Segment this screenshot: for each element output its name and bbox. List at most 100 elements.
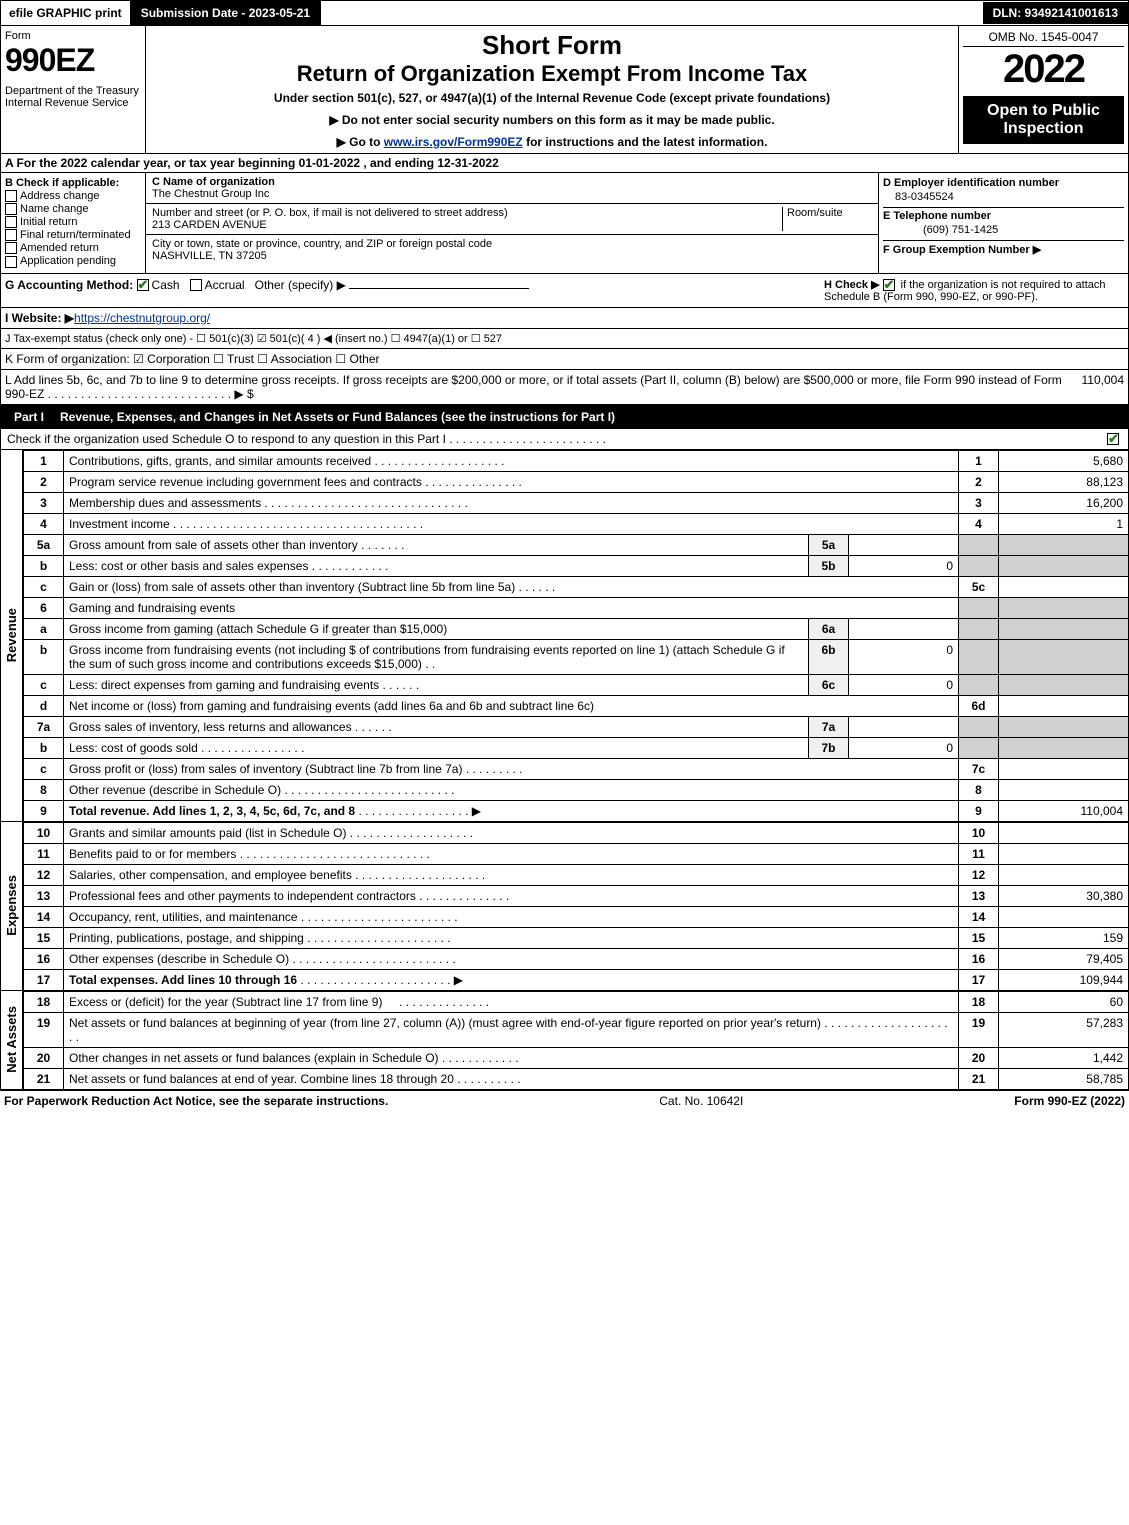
efile-label: efile GRAPHIC print: [1, 2, 130, 24]
footer-cat-no: Cat. No. 10642I: [388, 1094, 1014, 1108]
part-i-title: Revenue, Expenses, and Changes in Net As…: [60, 410, 615, 424]
expenses-table: 10Grants and similar amounts paid (list …: [23, 822, 1129, 991]
room-label: Room/suite: [787, 207, 843, 219]
form-header: Form 990EZ Department of the Treasury In…: [0, 26, 1129, 154]
street-label: Number and street (or P. O. box, if mail…: [152, 207, 508, 219]
top-bar: efile GRAPHIC print Submission Date - 20…: [0, 0, 1129, 26]
line-21: 21Net assets or fund balances at end of …: [24, 1068, 1129, 1089]
tax-year: 2022: [963, 47, 1124, 92]
footer-form-ref: Form 990-EZ (2022): [1014, 1094, 1125, 1108]
org-name-label: C Name of organization: [152, 176, 275, 188]
row-k: K Form of organization: ☑ Corporation ☐ …: [0, 349, 1129, 370]
part-i-label: Part I: [6, 408, 52, 426]
net-assets-vlabel: Net Assets: [2, 1002, 21, 1077]
instr-2: ▶ Go to www.irs.gov/Form990EZ for instru…: [150, 135, 954, 149]
expenses-vlabel: Expenses: [2, 871, 21, 940]
short-form-title: Short Form: [150, 30, 954, 61]
header-right: OMB No. 1545-0047 2022 Open to Public In…: [958, 26, 1128, 153]
submission-date-button[interactable]: Submission Date - 2023-05-21: [130, 1, 321, 25]
chk-amended-return[interactable]: Amended return: [5, 242, 141, 254]
line-15: 15Printing, publications, postage, and s…: [24, 927, 1129, 948]
city-label: City or town, state or province, country…: [152, 238, 492, 250]
line-17: 17Total expenses. Add lines 10 through 1…: [24, 969, 1129, 990]
form-number: 990EZ: [5, 42, 141, 79]
line-7a: 7aGross sales of inventory, less returns…: [24, 716, 1129, 737]
row-l-value: 110,004: [1082, 373, 1125, 401]
main-title: Return of Organization Exempt From Incom…: [150, 61, 954, 87]
line-19: 19Net assets or fund balances at beginni…: [24, 1012, 1129, 1047]
revenue-vlabel: Revenue: [2, 604, 21, 666]
row-l-text: L Add lines 5b, 6c, and 7b to line 9 to …: [5, 373, 1082, 401]
line-6c: cLess: direct expenses from gaming and f…: [24, 674, 1129, 695]
chk-final-return[interactable]: Final return/terminated: [5, 229, 141, 241]
line-6: 6Gaming and fundraising events: [24, 597, 1129, 618]
tax-exempt-status: J Tax-exempt status (check only one) - ☐…: [5, 332, 502, 345]
line-1: 1Contributions, gifts, grants, and simil…: [24, 450, 1129, 471]
chk-initial-return[interactable]: Initial return: [5, 216, 141, 228]
website-label: I Website: ▶: [5, 311, 74, 325]
tel-value: (609) 751-1425: [883, 222, 1124, 240]
dln-label: DLN: 93492141001613: [983, 2, 1128, 24]
g-label: G Accounting Method:: [5, 278, 133, 292]
city-value: NASHVILLE, TN 37205: [152, 250, 267, 262]
instr-2-pre: ▶ Go to: [337, 135, 384, 149]
instr-1: ▶ Do not enter social security numbers o…: [150, 113, 954, 127]
chk-accrual[interactable]: [190, 279, 202, 291]
part-i-sub: Check if the organization used Schedule …: [0, 429, 1129, 450]
line-11: 11Benefits paid to or for members . . . …: [24, 843, 1129, 864]
dept-label: Department of the Treasury Internal Reve…: [5, 85, 141, 109]
h-label: H Check ▶: [824, 279, 880, 291]
line-5b: bLess: cost or other basis and sales exp…: [24, 555, 1129, 576]
row-l: L Add lines 5b, 6c, and 7b to line 9 to …: [0, 370, 1129, 405]
line-8: 8Other revenue (describe in Schedule O) …: [24, 779, 1129, 800]
subtitle: Under section 501(c), 527, or 4947(a)(1)…: [150, 91, 954, 105]
col-b-checkboxes: B Check if applicable: Address change Na…: [1, 173, 146, 273]
line-6d: dNet income or (loss) from gaming and fu…: [24, 695, 1129, 716]
tel-label: E Telephone number: [883, 207, 1124, 222]
line-6b: bGross income from fundraising events (n…: [24, 639, 1129, 674]
section-a: A For the 2022 calendar year, or tax yea…: [0, 154, 1129, 173]
line-6a: aGross income from gaming (attach Schedu…: [24, 618, 1129, 639]
net-assets-table: 18Excess or (deficit) for the year (Subt…: [23, 991, 1129, 1090]
ein-value: 83-0345524: [883, 189, 1124, 207]
chk-cash[interactable]: [137, 279, 149, 291]
omb-number: OMB No. 1545-0047: [963, 30, 1124, 47]
line-13: 13Professional fees and other payments t…: [24, 885, 1129, 906]
line-7b: bLess: cost of goods sold . . . . . . . …: [24, 737, 1129, 758]
line-4: 4Investment income . . . . . . . . . . .…: [24, 513, 1129, 534]
col-b-head: B Check if applicable:: [5, 177, 141, 189]
row-j: J Tax-exempt status (check only one) - ☐…: [0, 329, 1129, 349]
irs-link[interactable]: www.irs.gov/Form990EZ: [384, 135, 523, 149]
group-exemption-label: F Group Exemption Number ▶: [883, 240, 1124, 256]
org-name: The Chestnut Group Inc: [152, 188, 269, 200]
line-7c: cGross profit or (loss) from sales of in…: [24, 758, 1129, 779]
line-10: 10Grants and similar amounts paid (list …: [24, 822, 1129, 843]
header-left: Form 990EZ Department of the Treasury In…: [1, 26, 146, 153]
row-i: I Website: ▶ https://chestnutgroup.org/: [0, 308, 1129, 329]
website-link[interactable]: https://chestnutgroup.org/: [74, 311, 210, 325]
form-label: Form: [5, 30, 141, 42]
net-assets-section: Net Assets 18Excess or (deficit) for the…: [0, 991, 1129, 1090]
chk-name-change[interactable]: Name change: [5, 203, 141, 215]
line-9: 9Total revenue. Add lines 1, 2, 3, 4, 5c…: [24, 800, 1129, 821]
line-20: 20Other changes in net assets or fund ba…: [24, 1047, 1129, 1068]
col-d-ids: D Employer identification number 83-0345…: [878, 173, 1128, 273]
line-12: 12Salaries, other compensation, and empl…: [24, 864, 1129, 885]
line-16: 16Other expenses (describe in Schedule O…: [24, 948, 1129, 969]
line-2: 2Program service revenue including gover…: [24, 471, 1129, 492]
ein-label: D Employer identification number: [883, 177, 1124, 189]
row-g-h: G Accounting Method: Cash Accrual Other …: [0, 274, 1129, 308]
chk-h[interactable]: [883, 279, 895, 291]
info-row: B Check if applicable: Address change Na…: [0, 173, 1129, 274]
instr-2-post: for instructions and the latest informat…: [523, 135, 768, 149]
line-5a: 5aGross amount from sale of assets other…: [24, 534, 1129, 555]
line-14: 14Occupancy, rent, utilities, and mainte…: [24, 906, 1129, 927]
part-i-header: Part I Revenue, Expenses, and Changes in…: [0, 405, 1129, 429]
line-5c: cGain or (loss) from sale of assets othe…: [24, 576, 1129, 597]
chk-address-change[interactable]: Address change: [5, 190, 141, 202]
footer-left: For Paperwork Reduction Act Notice, see …: [4, 1094, 388, 1108]
chk-schedule-o[interactable]: [1107, 433, 1119, 445]
chk-application-pending[interactable]: Application pending: [5, 255, 141, 267]
page-footer: For Paperwork Reduction Act Notice, see …: [0, 1090, 1129, 1111]
revenue-section: Revenue 1Contributions, gifts, grants, a…: [0, 450, 1129, 822]
